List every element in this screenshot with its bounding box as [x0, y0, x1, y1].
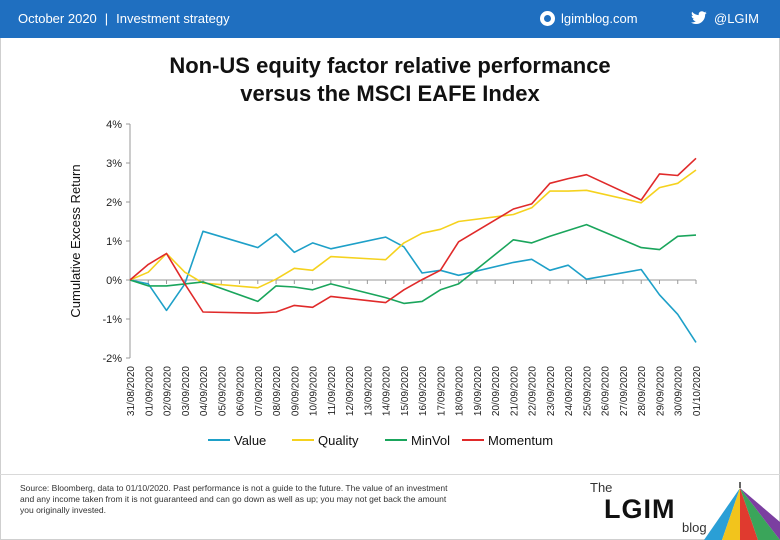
- x-tick-label: 23/09/2020: [546, 366, 557, 416]
- x-tick-label: 19/09/2020: [473, 366, 484, 416]
- legend-label-minvol: MinVol: [411, 433, 450, 448]
- chart-legend: Value Quality MinVol Momentum: [208, 433, 553, 448]
- x-tick-label: 07/09/2020: [254, 366, 265, 416]
- logo-the: The: [590, 480, 613, 495]
- x-tick-label: 08/09/2020: [272, 366, 283, 416]
- twitter-link[interactable]: @LGIM: [690, 11, 759, 26]
- y-axis-title: Cumulative Excess Return: [68, 164, 83, 317]
- y-tick-label: -1%: [102, 314, 122, 326]
- x-tick-label: 10/09/2020: [309, 366, 320, 416]
- series-line-minvol: [129, 223, 697, 305]
- y-tick-label: 1%: [106, 236, 122, 248]
- x-tick-label: 31/08/2020: [126, 366, 137, 416]
- x-tick-label: 24/09/2020: [564, 366, 575, 416]
- source-note: Source: Bloomberg, data to 01/10/2020. P…: [20, 483, 448, 515]
- x-tick-label: 01/10/2020: [692, 366, 703, 416]
- blog-link[interactable]: lgimblog.com: [540, 11, 638, 26]
- chart-title-line1: Non-US equity factor relative performanc…: [169, 53, 611, 78]
- header-date: October 2020: [18, 11, 97, 26]
- x-tick-label: 26/09/2020: [601, 366, 612, 416]
- twitter-handle: @LGIM: [714, 11, 759, 26]
- x-tick-label: 15/09/2020: [400, 366, 411, 416]
- x-tick-label: 27/09/2020: [619, 366, 630, 416]
- x-tick-label: 21/09/2020: [509, 366, 520, 416]
- x-tick-label: 02/09/2020: [163, 366, 174, 416]
- x-tick-label: 28/09/2020: [637, 366, 648, 416]
- footer-divider: [0, 474, 780, 475]
- series-line-value: [129, 230, 697, 343]
- legend-label-quality: Quality: [318, 433, 359, 448]
- header-bar: October 2020 | Investment strategy lgimblo…: [0, 0, 780, 38]
- header-separator: |: [104, 11, 109, 26]
- header-section: Investment strategy: [116, 11, 230, 26]
- x-tick-label: 20/09/2020: [491, 366, 502, 416]
- x-tick-label: 14/09/2020: [382, 366, 393, 416]
- chart-title: Non-US equity factor relative performanc…: [0, 52, 780, 108]
- twitter-icon: [691, 11, 707, 25]
- series-line-momentum: [129, 157, 697, 314]
- chart-series: [129, 157, 697, 343]
- x-tick-label: 22/09/2020: [528, 366, 539, 416]
- y-tick-label: 3%: [106, 158, 122, 170]
- x-tick-label: 16/09/2020: [418, 366, 429, 416]
- x-tick-label: 17/09/2020: [436, 366, 447, 416]
- x-tick-label: 18/09/2020: [455, 366, 466, 416]
- x-tick-label: 09/09/2020: [290, 366, 301, 416]
- y-tick-label: 0%: [106, 275, 122, 287]
- line-chart: -2% -1% 0% 1% 2% 3% 4% 31/08/2020 01/09/2020 02/0…: [68, 119, 703, 448]
- y-tick-label: 4%: [106, 119, 122, 131]
- blog-link-label: lgimblog.com: [561, 11, 638, 26]
- x-tick-label: 03/09/2020: [181, 366, 192, 416]
- x-tick-label: 05/09/2020: [217, 366, 228, 416]
- x-tick-label: 11/09/2020: [327, 366, 338, 416]
- series-line-quality: [129, 169, 697, 289]
- x-tick-label: 06/09/2020: [236, 366, 247, 416]
- x-tick-label: 29/09/2020: [655, 366, 666, 416]
- chart-title-line2: versus the MSCI EAFE Index: [240, 81, 540, 106]
- logo-lgim: LGIM: [604, 494, 676, 524]
- legend-label-momentum: Momentum: [488, 433, 553, 448]
- x-tick-label: 04/09/2020: [199, 366, 210, 416]
- x-tick-label: 13/09/2020: [363, 366, 374, 416]
- y-tick-label: 2%: [106, 197, 122, 209]
- legend-label-value: Value: [234, 433, 266, 448]
- y-tick-label: -2%: [102, 353, 122, 365]
- umbrella-logo-icon: [704, 482, 780, 540]
- x-tick-label: 01/09/2020: [144, 366, 155, 416]
- x-tick-label: 12/09/2020: [345, 366, 356, 416]
- x-tick-label: 25/09/2020: [582, 366, 593, 416]
- header-left: October 2020 | Investment strategy: [18, 11, 230, 26]
- x-tick-label: 30/09/2020: [674, 366, 685, 416]
- logo-blog: blog: [682, 520, 707, 535]
- globe-icon: [540, 11, 555, 26]
- chart-axes: -2% -1% 0% 1% 2% 3% 4% 31/08/2020 01/09/2020 02/0…: [68, 119, 703, 416]
